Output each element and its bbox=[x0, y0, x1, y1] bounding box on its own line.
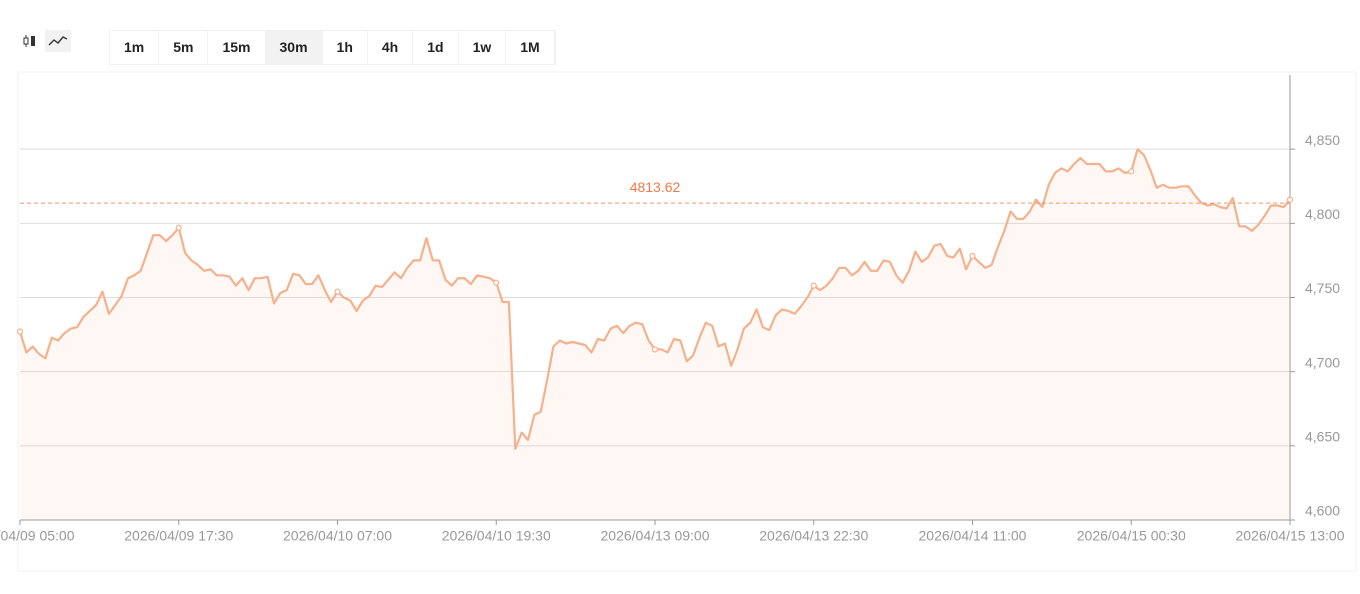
interval-button[interactable]: 1h bbox=[323, 31, 368, 64]
point-marker bbox=[175, 224, 182, 231]
x-tick-label: 2026/04/09 17:30 bbox=[124, 528, 233, 544]
interval-button[interactable]: 1d bbox=[413, 31, 459, 64]
point-marker bbox=[16, 328, 24, 335]
point-marker bbox=[1286, 196, 1294, 203]
interval-button[interactable]: 15m bbox=[208, 31, 266, 64]
interval-button[interactable]: 1m bbox=[110, 31, 160, 64]
chart-type-icons[interactable] bbox=[20, 30, 72, 52]
y-tick-label: 4,750 bbox=[1305, 280, 1340, 296]
point-marker bbox=[334, 288, 341, 295]
point-marker bbox=[810, 282, 817, 289]
x-tick-label: 2026/04/09 05:00 bbox=[0, 528, 75, 544]
y-tick-label: 4,650 bbox=[1305, 429, 1340, 445]
x-tick-label: 2026/04/10 19:30 bbox=[442, 528, 551, 544]
point-marker bbox=[651, 346, 659, 353]
candle-icon[interactable] bbox=[23, 37, 29, 45]
line-icon[interactable] bbox=[48, 36, 68, 46]
interval-button[interactable]: 1w bbox=[459, 31, 507, 64]
point-marker bbox=[969, 252, 976, 260]
line-icon-bg[interactable] bbox=[45, 30, 71, 52]
interval-button[interactable]: 1M bbox=[506, 31, 555, 64]
interval-button[interactable]: 5m bbox=[159, 31, 209, 64]
interval-button[interactable]: 4h bbox=[368, 31, 414, 64]
point-marker bbox=[1128, 168, 1135, 175]
chart-frame bbox=[17, 71, 1357, 572]
y-tick-label: 4,800 bbox=[1305, 206, 1340, 222]
y-tick-label: 4,700 bbox=[1305, 354, 1340, 370]
interval-button[interactable]: 30m bbox=[265, 31, 323, 64]
area-fill bbox=[20, 149, 1290, 520]
x-tick-label: 2026/04/10 07:00 bbox=[283, 528, 392, 544]
x-tick-label: 2026/04/14 11:00 bbox=[919, 528, 1027, 544]
candle-icon[interactable] bbox=[31, 36, 35, 46]
y-tick-label: 4,850 bbox=[1305, 132, 1340, 148]
y-tick-label: 4,600 bbox=[1305, 503, 1340, 519]
x-tick-label: 2026/04/15 13:00 bbox=[1236, 528, 1345, 544]
x-tick-label: 2026/04/15 00:30 bbox=[1077, 528, 1186, 544]
interval-toolbar: 1m 5m 15m 30m 1h 4h 1d 1w 1M bbox=[109, 30, 556, 65]
x-tick-label: 2026/04/13 09:00 bbox=[601, 528, 710, 544]
point-marker bbox=[493, 279, 500, 286]
last-price-label: 4813.62 bbox=[630, 179, 681, 195]
x-tick-label: 2026/04/13 22:30 bbox=[759, 528, 868, 544]
